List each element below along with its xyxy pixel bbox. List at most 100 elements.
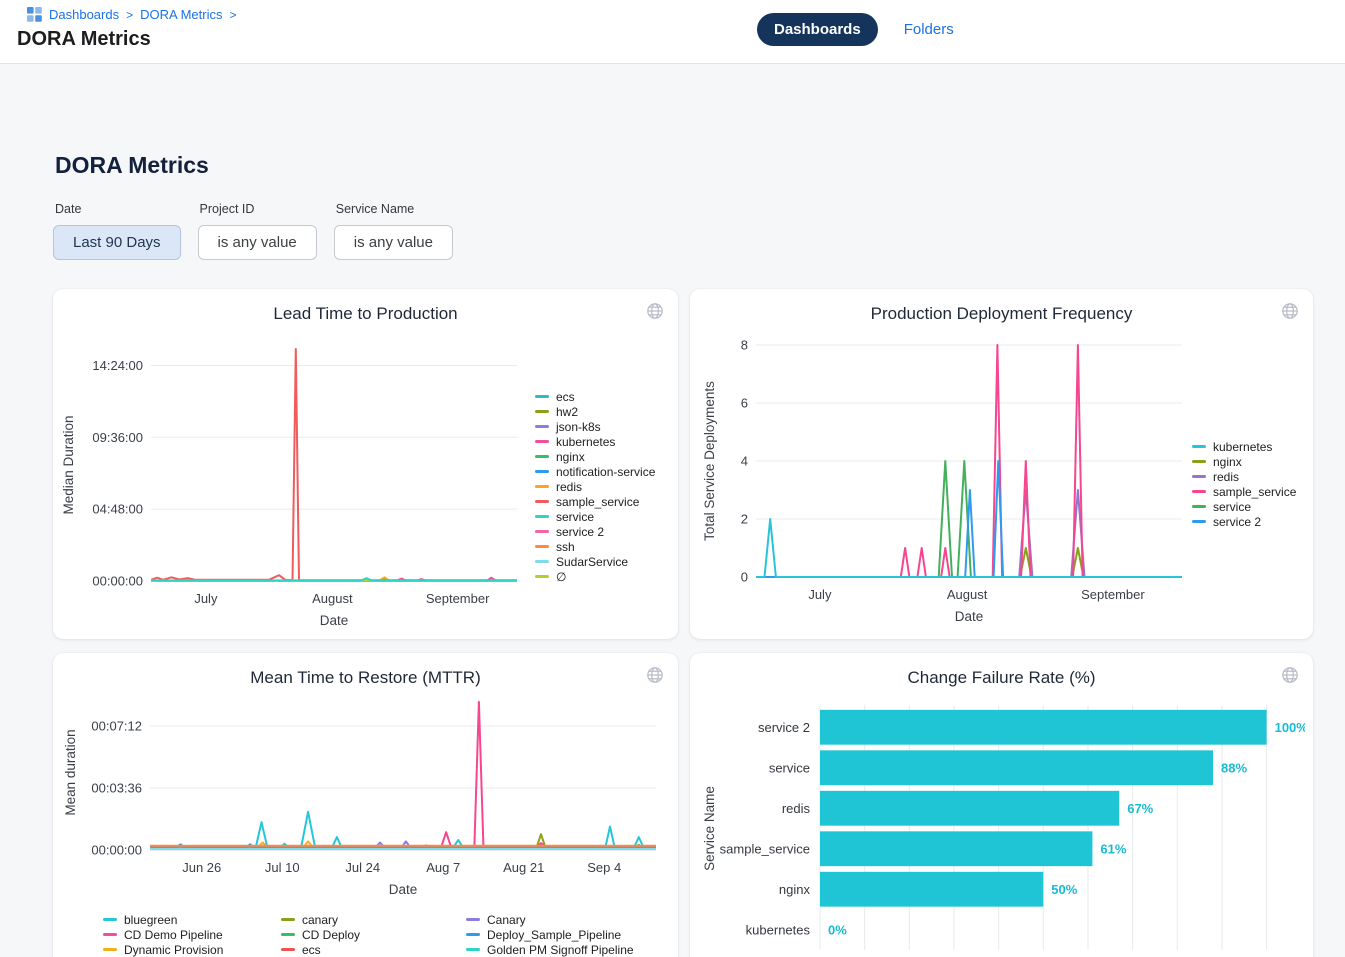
svg-text:100%: 100% (1275, 720, 1305, 735)
legend-item-service[interactable]: service (1192, 499, 1296, 514)
series-bluegreen[interactable] (150, 810, 656, 849)
bar-redis[interactable] (820, 790, 1120, 826)
lead-time-chart[interactable]: 00:00:00 04:48:00 09:36:00 14:24:00 July Augu… (59, 339, 529, 639)
chart-title: Change Failure Rate (%) (907, 668, 1096, 687)
legend-item-json-k8s[interactable]: json-k8s (535, 419, 655, 434)
dashboard-body: DORA Metrics Date Last 90 Days Project I… (0, 64, 1345, 957)
legend-item-redis[interactable]: redis (1192, 469, 1296, 484)
legend-label: kubernetes (1213, 439, 1273, 454)
globe-icon[interactable] (1281, 666, 1299, 684)
bar-sample_service[interactable] (820, 831, 1093, 867)
top-header: Dashboards > DORA Metrics > DORA Metrics… (0, 0, 1345, 64)
bar-service 2[interactable] (820, 709, 1267, 745)
svg-text:09:36:00: 09:36:00 (92, 430, 143, 445)
globe-icon[interactable] (1281, 302, 1299, 320)
filter-service-name-value-button[interactable]: is any value (333, 225, 453, 260)
legend-label: CD Deploy (302, 927, 361, 942)
tab-folders[interactable]: Folders (903, 21, 954, 38)
legend-label: hw2 (556, 404, 579, 419)
globe-icon[interactable] (646, 666, 664, 684)
legend-item-canary[interactable]: canary (281, 912, 466, 927)
legend-item-SudarService[interactable]: SudarService (535, 554, 655, 569)
legend-item-sample_service[interactable]: sample_service (535, 494, 655, 509)
series-Multiservice[interactable] (150, 700, 656, 850)
svg-text:Service Name: Service Name (702, 786, 717, 871)
legend-swatch (281, 918, 295, 921)
svg-text:service 2: service 2 (758, 720, 810, 735)
legend-swatch (535, 500, 549, 503)
svg-text:July: July (808, 587, 832, 602)
svg-text:Date: Date (320, 613, 349, 628)
filter-date-value-button[interactable]: Last 90 Days (53, 225, 181, 260)
legend-item-nginx[interactable]: nginx (1192, 454, 1296, 469)
legend-item-Canary[interactable]: Canary (466, 912, 634, 927)
svg-text:Jul 24: Jul 24 (345, 860, 380, 875)
svg-text:Jun 26: Jun 26 (182, 860, 221, 875)
svg-text:Aug 7: Aug 7 (426, 860, 460, 875)
breadcrumb-dashboards-link[interactable]: Dashboards (49, 7, 120, 22)
svg-text:Mean duration: Mean duration (63, 729, 78, 815)
legend-item-sample_service[interactable]: sample_service (1192, 484, 1296, 499)
legend-item-nginx[interactable]: nginx (535, 449, 655, 464)
legend-item-kubernetes[interactable]: kubernetes (535, 434, 655, 449)
mttr-chart[interactable]: 00:00:00 00:03:36 00:07:12 Jun 26 Jul 10 Jul … (61, 693, 668, 913)
legend-label: nginx (1213, 454, 1242, 469)
change-failure-rate-chart[interactable]: 0%10%20%30%40%50%60%70%80%90%10...servic… (698, 691, 1305, 957)
svg-text:Date: Date (389, 882, 418, 897)
legend-item-hw2[interactable]: hw2 (535, 404, 655, 419)
view-tabs: Dashboards Folders (757, 13, 954, 46)
legend-label: Canary (487, 912, 526, 927)
bar-nginx[interactable] (820, 871, 1044, 907)
legend-label: Dynamic Provision (124, 942, 224, 957)
globe-icon[interactable] (646, 302, 664, 320)
legend-item-∅[interactable]: ∅ (535, 569, 655, 584)
svg-text:Total Service Deployments: Total Service Deployments (702, 381, 717, 541)
legend-item-ecs[interactable]: ecs (281, 942, 466, 957)
series-sample_service[interactable] (150, 348, 517, 582)
svg-text:88%: 88% (1221, 760, 1247, 775)
legend-label: bluegreen (124, 912, 178, 927)
svg-text:04:48:00: 04:48:00 (92, 502, 143, 517)
tab-dashboards[interactable]: Dashboards (757, 13, 878, 46)
legend-item-kubernetes[interactable]: kubernetes (1192, 439, 1296, 454)
legend-label: CD Demo Pipeline (124, 927, 223, 942)
svg-text:redis: redis (782, 801, 811, 816)
legend-item-Dynamic Provision[interactable]: Dynamic Provision (103, 942, 281, 957)
legend-label: service (556, 509, 595, 524)
breadcrumb-dora-metrics-link[interactable]: DORA Metrics (140, 7, 223, 22)
legend-item-Deploy_Sample_Pipeline[interactable]: Deploy_Sample_Pipeline (466, 927, 634, 942)
series-Deploy_Sample_Pipeline[interactable] (150, 843, 656, 849)
svg-text:August: August (947, 587, 988, 602)
legend-item-service[interactable]: service (535, 509, 655, 524)
chart-title: Production Deployment Frequency (870, 304, 1133, 323)
svg-text:4: 4 (741, 454, 748, 469)
svg-text:September: September (1081, 587, 1145, 602)
legend-item-ssh[interactable]: ssh (535, 539, 655, 554)
legend-label: notification-service (556, 464, 656, 479)
bar-service[interactable] (820, 750, 1214, 786)
chart-title: Mean Time to Restore (MTTR) (250, 668, 481, 687)
legend-label: Deploy_Sample_Pipeline (487, 927, 622, 942)
legend-item-ecs[interactable]: ecs (535, 389, 655, 404)
legend-label: redis (556, 479, 583, 494)
legend-item-notification-service[interactable]: notification-service (535, 464, 655, 479)
series-kubernetes[interactable] (756, 518, 1182, 578)
legend-item-Golden PM Signoff Pipeline[interactable]: Golden PM Signoff Pipeline (466, 942, 634, 957)
filter-date-label: Date (55, 202, 82, 216)
breadcrumb-separator: > (126, 7, 134, 22)
legend-label: json-k8s (556, 419, 601, 434)
filter-project-id-value-button[interactable]: is any value (197, 225, 317, 260)
legend-item-CD Demo Pipeline[interactable]: CD Demo Pipeline (103, 927, 281, 942)
legend-item-service 2[interactable]: service 2 (1192, 514, 1296, 529)
svg-text:14:24:00: 14:24:00 (92, 358, 143, 373)
legend-label: Golden PM Signoff Pipeline (487, 942, 634, 957)
legend-item-CD Deploy[interactable]: CD Deploy (281, 927, 466, 942)
svg-text:2: 2 (741, 512, 748, 527)
legend-item-redis[interactable]: redis (535, 479, 655, 494)
legend-swatch (535, 530, 549, 533)
series-service[interactable] (151, 577, 517, 582)
legend-item-bluegreen[interactable]: bluegreen (103, 912, 281, 927)
deployment-frequency-chart[interactable]: 0 2 4 6 8 July August September Date Total Servic… (700, 335, 1190, 635)
legend-item-service 2[interactable]: service 2 (535, 524, 655, 539)
legend-swatch (281, 948, 295, 951)
